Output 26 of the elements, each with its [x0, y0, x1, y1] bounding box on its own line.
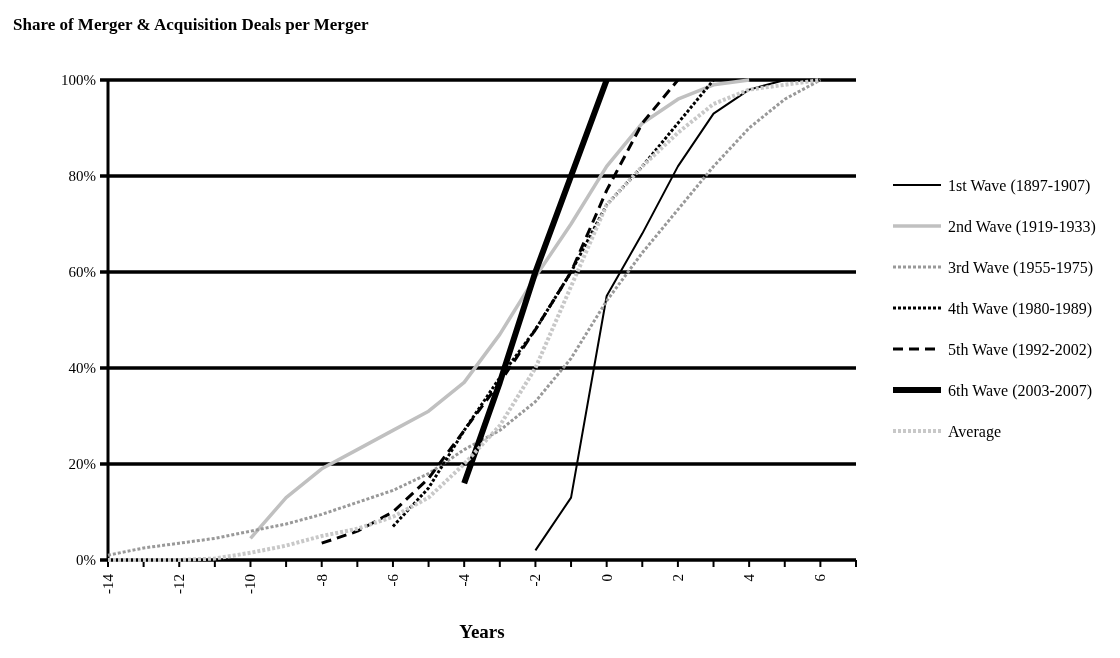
x-tick-label: -12 [171, 574, 188, 594]
y-tick-label: 40% [68, 360, 96, 376]
legend-label: 1st Wave (1897-1907) [948, 177, 1091, 195]
x-tick-label: -4 [456, 573, 473, 587]
x-tick-label: 2 [669, 574, 686, 582]
x-tick-label: -10 [242, 574, 259, 594]
y-tick-label: 100% [61, 72, 96, 88]
x-tick-label: -8 [313, 574, 330, 587]
y-tick-label: 80% [68, 168, 96, 184]
x-tick-label: -2 [527, 574, 544, 587]
y-tick-label: 20% [68, 456, 96, 472]
legend-label: Average [948, 423, 1001, 441]
y-tick-label: 0% [76, 552, 96, 568]
x-tick-label: -14 [100, 573, 116, 594]
legend-label: 6th Wave (2003-2007) [948, 382, 1093, 400]
x-tick-label: 4 [741, 573, 758, 582]
chart-title: Share of Merger & Acquisition Deals per Merger [13, 15, 369, 34]
legend-label: 3rd Wave (1955-1975) [948, 259, 1094, 277]
x-tick-label: 6 [812, 573, 829, 582]
x-tick-label: -6 [384, 573, 401, 587]
legend-label: 2nd Wave (1919-1933) [948, 218, 1096, 236]
legend-label: 5th Wave (1992-2002) [948, 341, 1093, 359]
legend-label: 4th Wave (1980-1989) [948, 300, 1093, 318]
y-tick-label: 60% [68, 264, 96, 280]
x-tick-label: 0 [598, 574, 615, 582]
x-axis-title: Years [459, 621, 505, 642]
